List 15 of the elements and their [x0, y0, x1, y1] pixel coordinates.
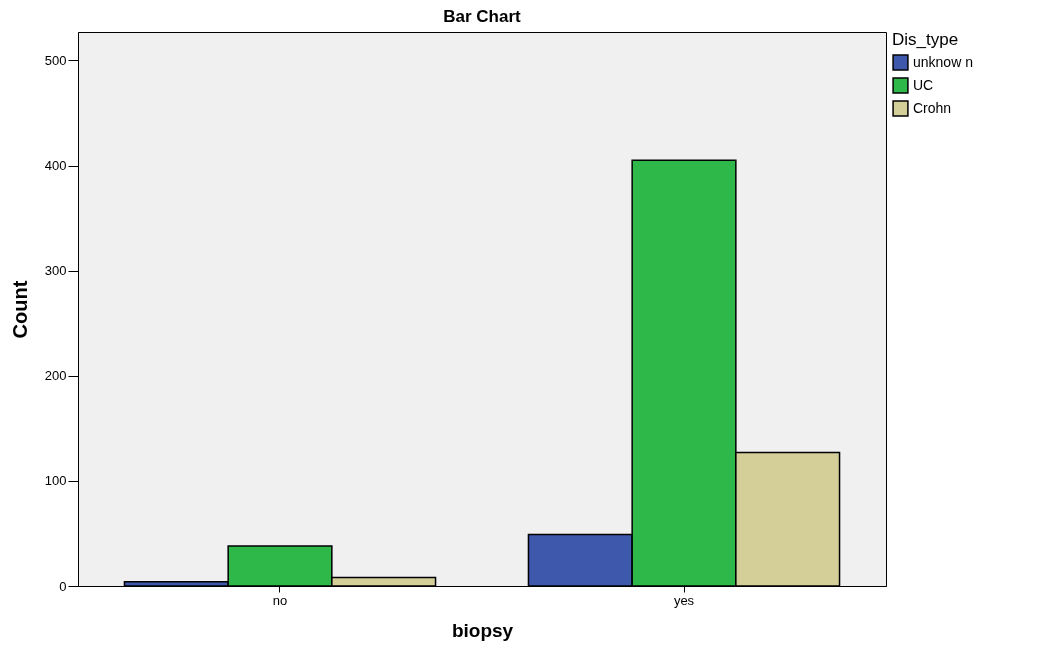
legend-title: Dis_type: [892, 30, 959, 49]
y-axis-title: Count: [8, 280, 31, 339]
legend-label: unknow n: [913, 53, 973, 70]
x-tick-label: no: [272, 592, 288, 608]
x-tick-label: yes: [673, 592, 695, 608]
legend-label: UC: [913, 76, 934, 93]
y-tick-label: 500: [44, 52, 67, 68]
y-tick-label: 400: [44, 158, 67, 174]
y-tick-label: 300: [44, 263, 67, 279]
x-axis-title: biopsy: [451, 619, 514, 641]
y-tick-label: 0: [59, 578, 67, 594]
y-tick-label: 100: [44, 473, 67, 489]
legend-label: Crohn: [913, 99, 952, 116]
y-tick-label: 200: [44, 368, 67, 384]
chart-title: Bar Chart: [443, 7, 522, 26]
